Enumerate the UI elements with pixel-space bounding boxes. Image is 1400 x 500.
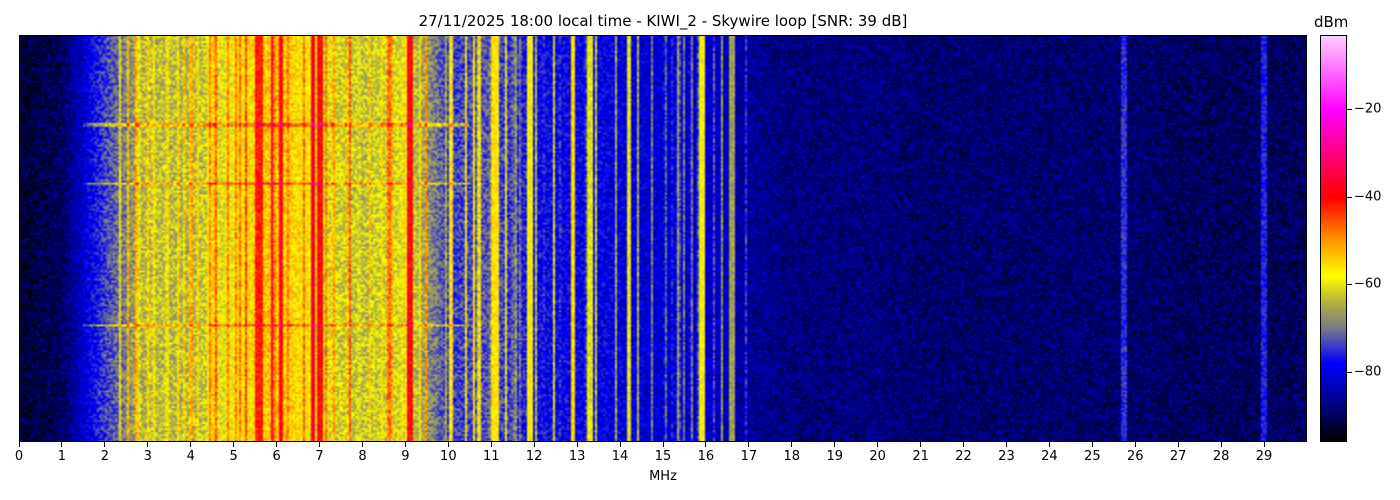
x-tick (147, 442, 149, 447)
x-tick (404, 442, 406, 447)
x-tick (104, 442, 106, 447)
x-tick-label: 6 (272, 449, 281, 464)
x-tick-label: 20 (869, 449, 886, 464)
x-tick (1220, 442, 1222, 447)
x-tick (190, 442, 192, 447)
x-tick-label: 25 (1084, 449, 1101, 464)
x-tick-label: 11 (482, 449, 500, 464)
x-tick-label: 8 (358, 449, 367, 464)
x-tick (490, 442, 492, 447)
x-tick-label: 26 (1126, 449, 1144, 464)
x-tick-label: 29 (1255, 449, 1273, 464)
x-tick (276, 442, 278, 447)
colorbar-tick-label: −80 (1354, 364, 1382, 380)
colorbar (1320, 35, 1347, 442)
x-tick-label: 22 (955, 449, 972, 464)
x-tick-label: 13 (568, 449, 586, 464)
x-tick-label: 21 (912, 449, 929, 464)
x-tick-label: 12 (525, 449, 543, 464)
x-tick-label: 24 (1041, 449, 1058, 464)
colorbar-unit-label: dBm (1314, 13, 1349, 31)
colorbar-tick (1347, 196, 1352, 198)
x-tick (748, 442, 750, 447)
x-tick-label: 17 (740, 449, 758, 464)
x-tick-label: 28 (1212, 449, 1230, 464)
x-tick (576, 442, 578, 447)
x-tick-label: 5 (229, 449, 238, 464)
x-tick (1005, 442, 1007, 447)
plot-frame (19, 35, 1307, 442)
x-tick (1263, 442, 1265, 447)
x-tick (319, 442, 321, 447)
x-tick (1048, 442, 1050, 447)
x-tick-label: 0 (14, 449, 24, 464)
x-tick-label: 2 (100, 449, 109, 464)
colorbar-tick-label: −20 (1354, 101, 1382, 117)
x-tick-label: 1 (57, 449, 67, 464)
x-tick (1091, 442, 1093, 447)
x-tick-label: 27 (1169, 449, 1187, 464)
x-tick-label: 4 (186, 449, 195, 464)
x-tick-label: 3 (143, 449, 152, 464)
x-tick (1134, 442, 1136, 447)
x-tick (834, 442, 836, 447)
x-tick-label: 16 (697, 449, 715, 464)
x-tick (662, 442, 664, 447)
waterfall-heatmap (19, 35, 1307, 442)
x-tick-label: 15 (654, 449, 672, 464)
colorbar-tick-label: −40 (1354, 189, 1382, 205)
colorbar-tick (1347, 371, 1352, 373)
colorbar-tick (1347, 284, 1352, 286)
x-tick (233, 442, 235, 447)
x-tick-label: 23 (998, 449, 1015, 464)
chart-title: 27/11/2025 18:00 local time - KIWI_2 - S… (418, 12, 908, 30)
x-tick (791, 442, 793, 447)
x-tick (705, 442, 707, 447)
x-tick-label: 9 (401, 449, 410, 464)
x-tick-label: 10 (440, 449, 457, 464)
x-tick (877, 442, 879, 447)
x-tick (1177, 442, 1179, 447)
x-tick (18, 442, 20, 447)
x-tick (920, 442, 922, 447)
x-tick (533, 442, 535, 447)
x-tick (447, 442, 449, 447)
x-tick (619, 442, 621, 447)
x-tick (361, 442, 363, 447)
colorbar-tick (1347, 109, 1352, 111)
x-tick-label: 19 (826, 449, 843, 464)
x-tick-label: 14 (611, 449, 629, 464)
x-tick-label: 7 (315, 449, 324, 464)
x-tick (61, 442, 63, 447)
x-tick-label: 18 (783, 449, 801, 464)
x-tick (963, 442, 965, 447)
x-axis-label: MHz (649, 469, 677, 484)
colorbar-tick-label: −60 (1354, 276, 1382, 292)
